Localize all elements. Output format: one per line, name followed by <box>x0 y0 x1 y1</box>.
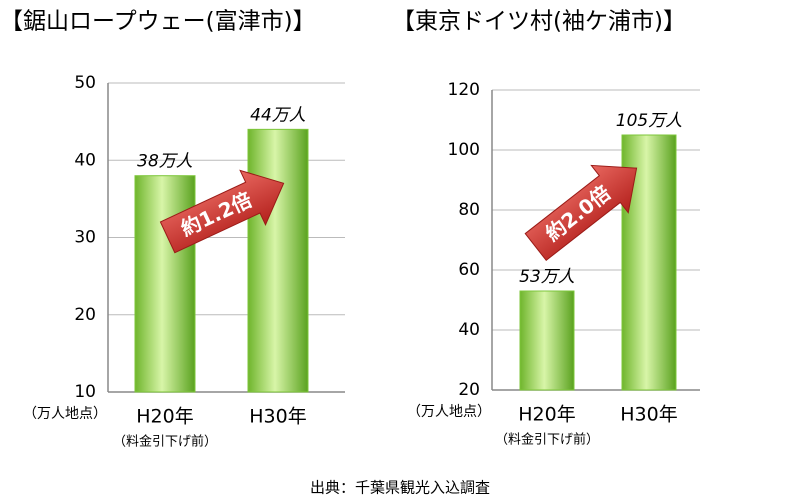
y-tick-label: 20 <box>74 305 96 325</box>
source: 出典：千葉県観光入込調査 <box>310 479 490 497</box>
value-label: 38万人 <box>137 152 193 172</box>
x-tick-label: H20年 <box>518 404 575 426</box>
value-label: 53万人 <box>519 267 575 287</box>
y-tick-label: 100 <box>448 140 480 160</box>
y-tick-label: 120 <box>448 80 480 100</box>
y-tick-label: 40 <box>74 150 96 170</box>
y-axis-label: （万人地点） <box>407 404 491 420</box>
bar <box>134 175 196 393</box>
x-tick-label: H20年 <box>136 406 193 428</box>
y-tick-label: 80 <box>458 200 480 220</box>
bar <box>519 290 575 391</box>
y-tick-label: 30 <box>74 228 96 248</box>
y-tick-label: 20 <box>458 380 480 400</box>
y-tick-label: 40 <box>458 320 480 340</box>
y-tick-label: 10 <box>74 382 96 402</box>
arrow-shape <box>159 169 285 254</box>
x-note: （料金引下げ前） <box>495 432 599 448</box>
y-axis-label: （万人地点） <box>23 406 107 422</box>
chart-title: 【鋸山ロープウェー(富津市)】 <box>0 9 316 35</box>
y-tick-label: 50 <box>74 73 96 93</box>
y-tick-label: 60 <box>458 260 480 280</box>
x-note: （料金引下げ前） <box>113 434 217 450</box>
x-tick-label: H30年 <box>620 404 677 426</box>
bar <box>247 128 309 393</box>
value-label: 105万人 <box>616 111 682 131</box>
arrow-shape <box>524 164 638 262</box>
value-label: 44万人 <box>250 105 306 125</box>
chart-title: 【東京ドイツ村(袖ケ浦市)】 <box>392 9 686 35</box>
x-tick-label: H30年 <box>249 406 306 428</box>
